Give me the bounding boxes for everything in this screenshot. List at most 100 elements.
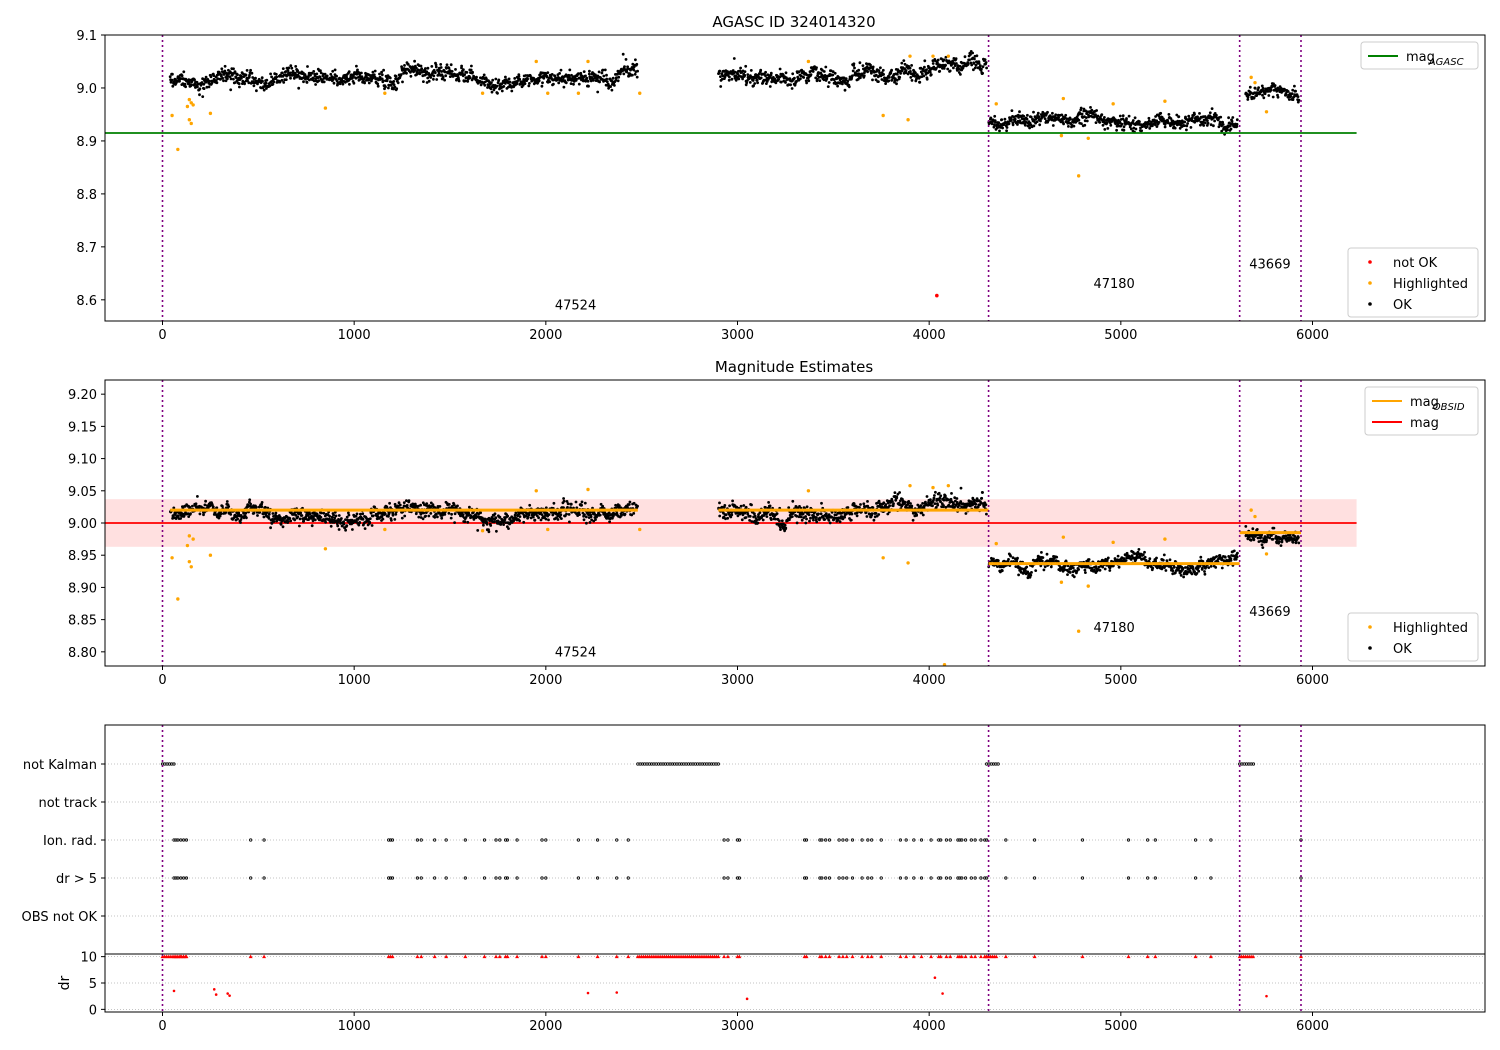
panel1-ok-point <box>272 80 276 84</box>
panel1-ok-point <box>902 59 906 62</box>
panel1-ok-point <box>1134 127 1138 131</box>
panel1-ok-point <box>983 58 987 62</box>
panel2-ok-point <box>373 505 376 509</box>
panel1-ok-point <box>310 71 314 75</box>
panel2-ok-point <box>1024 569 1027 572</box>
panel2-ok-point <box>309 517 313 520</box>
panel2-ok-point <box>729 515 733 519</box>
panel1-ok-point <box>196 82 200 86</box>
panel1-ok-point <box>1153 118 1156 122</box>
panel1-top-legend-label: mag <box>1406 50 1435 65</box>
panel2-ok-point <box>938 496 942 500</box>
panel2-ok-point <box>495 529 498 533</box>
panel2-ok-point <box>281 525 285 529</box>
panel1-ok-point <box>433 71 437 75</box>
panel2-ok-point <box>464 516 468 519</box>
panel1-ok-point <box>1292 95 1296 99</box>
panel1-ok-point <box>826 85 830 88</box>
panel1-ok-point <box>1121 114 1125 118</box>
panel1-ok-point <box>275 75 279 79</box>
panel1-ok-point <box>523 82 527 85</box>
panel2-ok-point <box>730 513 734 517</box>
panel2-ok-point <box>294 513 298 517</box>
panel1-ok-point <box>1016 113 1020 117</box>
panel1-ok-point <box>347 70 351 74</box>
panel2-ok-point <box>895 496 899 500</box>
panel1-ok-point <box>387 86 390 90</box>
panel1-highlighted-point <box>1111 102 1115 106</box>
panel1-ok-point <box>196 85 199 89</box>
panel2-ok-point <box>780 519 784 523</box>
panel1-ok-point <box>598 80 601 84</box>
panel1-ok-point <box>1024 120 1028 124</box>
panel1-ok-point <box>846 79 850 83</box>
panel1-highlighted-point <box>1086 136 1090 140</box>
panel1-ok-point <box>877 80 880 83</box>
panel1-ok-point <box>389 83 393 87</box>
panel2-ok-point <box>915 513 918 517</box>
panel2-ok-point <box>934 490 937 494</box>
panel1-ok-point <box>1191 116 1194 120</box>
panel2-ok-point <box>790 515 794 518</box>
panel1-ok-point <box>981 71 984 75</box>
panel1-ok-point <box>405 71 408 75</box>
panel1-bottom-legend-box <box>1347 247 1479 318</box>
panel2-ok-point <box>820 501 823 505</box>
panel1-ok-point <box>969 53 972 56</box>
panel1-ok-point <box>764 74 767 78</box>
panel1-highlighted-point <box>176 147 180 152</box>
panel2-ok-point <box>248 498 252 502</box>
panel1-ok-point <box>1206 121 1210 125</box>
panel2-ok-point <box>765 515 769 518</box>
panel1-title: AGASC ID 324014320 <box>712 13 875 31</box>
panel1-highlighted-point <box>480 91 485 95</box>
panel2-ok-point <box>344 518 347 521</box>
panel1-highlighted-point <box>383 91 387 95</box>
panel2-ok-point <box>850 512 854 516</box>
panel1-ok-point <box>205 85 209 89</box>
panel2-ok-point <box>1026 576 1030 580</box>
panel1-ok-point <box>376 82 380 86</box>
panel1-ok-point <box>1157 121 1161 124</box>
panel1-ok-point <box>582 70 586 73</box>
panel1-ok-point <box>925 68 928 72</box>
panel1-ok-point <box>526 77 529 81</box>
panel2-ok-point <box>884 503 888 506</box>
panel2-ok-point <box>818 516 822 520</box>
panel1-ok-point <box>208 79 212 83</box>
panel1-ok-point <box>425 70 429 74</box>
panel1-ok-point <box>968 58 971 62</box>
panel1-ok-point <box>575 77 578 81</box>
panel1-ok-point <box>251 76 255 79</box>
panel1-ok-point <box>1273 84 1277 87</box>
panel2-ok-point <box>750 503 753 507</box>
panel1-ok-point <box>822 70 826 73</box>
panel2-ok-point <box>283 517 287 520</box>
panel2-ok-point <box>931 504 934 508</box>
panel2-ok-point <box>1286 536 1290 540</box>
panel1-ok-point <box>278 80 282 84</box>
panel1-ok-point <box>454 68 457 71</box>
panel2-ok-point <box>466 514 470 517</box>
panel1-highlighted-point <box>185 104 190 109</box>
panel2-ok-point <box>936 503 940 507</box>
panel1-ok-point <box>434 63 438 67</box>
panel1-ok-point <box>252 84 256 88</box>
panel1-ok-point <box>1289 95 1293 98</box>
panel2-ok-point <box>892 502 895 506</box>
panel1-ok-point <box>1198 112 1201 115</box>
panel1-ok-point <box>401 80 404 84</box>
panel1-xtick-label: 4000 <box>913 328 946 343</box>
panel1-ok-point <box>317 79 321 83</box>
panel1-ok-point <box>856 77 860 81</box>
panel2-ok-point <box>1026 570 1030 574</box>
panel1-ok-point <box>931 62 935 65</box>
panel1-ok-point <box>878 71 881 74</box>
panel1-ok-point <box>836 84 839 88</box>
panel1-ok-point <box>1062 122 1065 126</box>
panel2-ok-point <box>476 529 480 532</box>
panel2-ok-point <box>336 524 340 528</box>
panel2-ok-point <box>907 500 911 503</box>
panel1-ok-point <box>244 73 248 77</box>
